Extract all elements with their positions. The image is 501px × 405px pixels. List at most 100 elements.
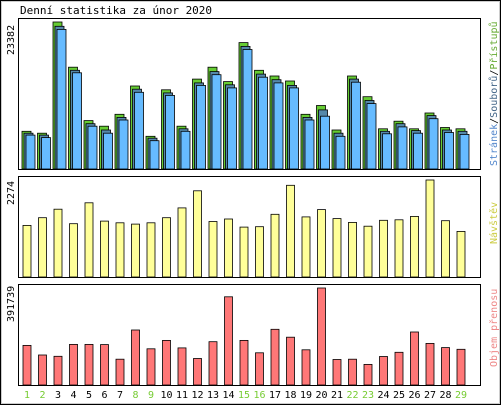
visits-bar-day-4 <box>69 223 78 278</box>
visits-bar-day-2 <box>38 217 47 278</box>
kbytes-ymax-label: 391739 <box>6 286 17 322</box>
pages-bar-day-16 <box>258 76 268 170</box>
pages-bar-day-20 <box>320 115 330 170</box>
pages-bar-day-14 <box>227 87 237 170</box>
kbytes-bar-day-16 <box>255 352 264 386</box>
kbytes-bar-day-26 <box>410 331 419 386</box>
day-label-22: 22 <box>346 390 358 401</box>
kbytes-bar-day-29 <box>456 348 466 386</box>
day-label-25: 25 <box>393 390 405 401</box>
pages-bar-day-8 <box>134 91 144 170</box>
visits-bar-day-25 <box>394 219 404 278</box>
kbytes-bar-day-15 <box>239 339 249 386</box>
kbytes-bar-day-14 <box>224 296 233 386</box>
visits-bar-day-15 <box>239 226 249 278</box>
kbytes-bar-day-28 <box>441 347 450 386</box>
pages-bar-day-2 <box>41 137 51 170</box>
pages-bar-day-15 <box>242 49 253 170</box>
chart-title: Denní statistika za únor 2020 <box>20 4 212 17</box>
day-label-5: 5 <box>86 390 92 401</box>
pages-bar-day-4 <box>72 72 82 170</box>
kbytes-bar-day-18 <box>286 336 295 386</box>
day-label-6: 6 <box>101 390 107 401</box>
day-label-28: 28 <box>439 390 451 401</box>
day-label-4: 4 <box>70 390 76 401</box>
visits-bar-day-23 <box>363 225 373 278</box>
pages-bar-day-10 <box>165 95 175 170</box>
visits-bar-day-22 <box>348 221 357 278</box>
pages-bar-day-18 <box>289 87 299 170</box>
kbytes-bar-day-21 <box>332 359 342 386</box>
day-label-21: 21 <box>331 390 343 401</box>
kbytes-legend: Objem přenosu <box>488 289 500 367</box>
pages-bar-day-6 <box>103 132 113 170</box>
visits-bar-day-19 <box>301 216 311 278</box>
visits-bar-day-24 <box>379 219 388 278</box>
day-label-15: 15 <box>238 390 250 401</box>
pages-bar-day-25 <box>397 126 408 170</box>
day-label-19: 19 <box>300 390 312 401</box>
kbytes-bar-day-4 <box>69 343 78 386</box>
visits-bar-day-10 <box>162 217 171 278</box>
day-labels: 1 2 3 4 5 6 7 8 9 10 11 12 13 14 15 16 17 18 19 20 21 22 23 24 2… <box>24 390 467 401</box>
legend-pages: Stránek <box>488 124 500 166</box>
kbytes-bar-day-19 <box>301 349 311 386</box>
day-label-14: 14 <box>222 390 234 401</box>
kbytes-bar-day-20 <box>317 287 326 386</box>
visits-bar-day-13 <box>208 221 218 278</box>
pages-bar-day-12 <box>196 85 206 170</box>
day-label-3: 3 <box>55 390 61 401</box>
pages-bar-day-1 <box>25 134 36 170</box>
pages-bar-day-23 <box>366 103 377 170</box>
kbytes-bar-day-22 <box>348 358 357 386</box>
kbytes-bar-day-25 <box>394 351 404 386</box>
day-label-18: 18 <box>284 390 296 401</box>
kbytes-bar-day-2 <box>38 354 47 386</box>
kbytes-bar-day-5 <box>84 343 94 386</box>
visits-bar-day-21 <box>332 218 342 278</box>
pages-bar-day-27 <box>428 118 439 170</box>
kbytes-bar-day-3 <box>53 355 63 386</box>
visits-legend: Návštěv <box>488 202 500 244</box>
legend-separator-1: / <box>489 118 500 124</box>
visits-bar-day-28 <box>441 220 450 278</box>
kbytes-bar-day-8 <box>131 329 140 386</box>
visits-bars <box>22 179 466 278</box>
kbytes-bar-day-17 <box>270 328 280 386</box>
visits-bar-day-14 <box>224 218 233 278</box>
legend-hits: Přístupů <box>488 21 500 69</box>
kbytes-bar-day-12 <box>193 358 202 386</box>
kbytes-bar-day-1 <box>22 344 32 386</box>
day-label-2: 2 <box>39 390 45 401</box>
day-label-17: 17 <box>269 390 281 401</box>
day-label-16: 16 <box>253 390 265 401</box>
visits-bar-day-20 <box>317 209 326 278</box>
pages-bar-day-28 <box>444 132 454 170</box>
visits-bar-day-17 <box>270 213 280 278</box>
day-label-8: 8 <box>132 390 138 401</box>
kbytes-bar-day-13 <box>208 341 218 386</box>
kbytes-bars <box>22 287 466 386</box>
day-label-1: 1 <box>24 390 30 401</box>
pages-bar-day-22 <box>351 81 361 170</box>
pages-bar-day-21 <box>335 135 346 170</box>
day-label-27: 27 <box>424 390 436 401</box>
hits-bars <box>21 21 470 170</box>
pages-bar-day-5 <box>87 125 98 170</box>
kbytes-bar-day-11 <box>177 347 187 386</box>
day-label-11: 11 <box>176 390 188 401</box>
day-label-7: 7 <box>117 390 123 401</box>
visits-bar-day-9 <box>146 222 156 278</box>
kbytes-bar-day-24 <box>379 356 388 386</box>
pages-bar-day-13 <box>211 74 222 170</box>
visits-bar-day-8 <box>131 223 140 278</box>
kbytes-panel-frame <box>18 284 481 386</box>
hits-ymax-label: 23382 <box>6 25 17 55</box>
kbytes-bar-day-23 <box>363 363 373 386</box>
visits-bar-day-29 <box>456 230 466 278</box>
visits-bar-day-27 <box>425 179 435 278</box>
kbytes-bar-day-6 <box>100 344 109 386</box>
